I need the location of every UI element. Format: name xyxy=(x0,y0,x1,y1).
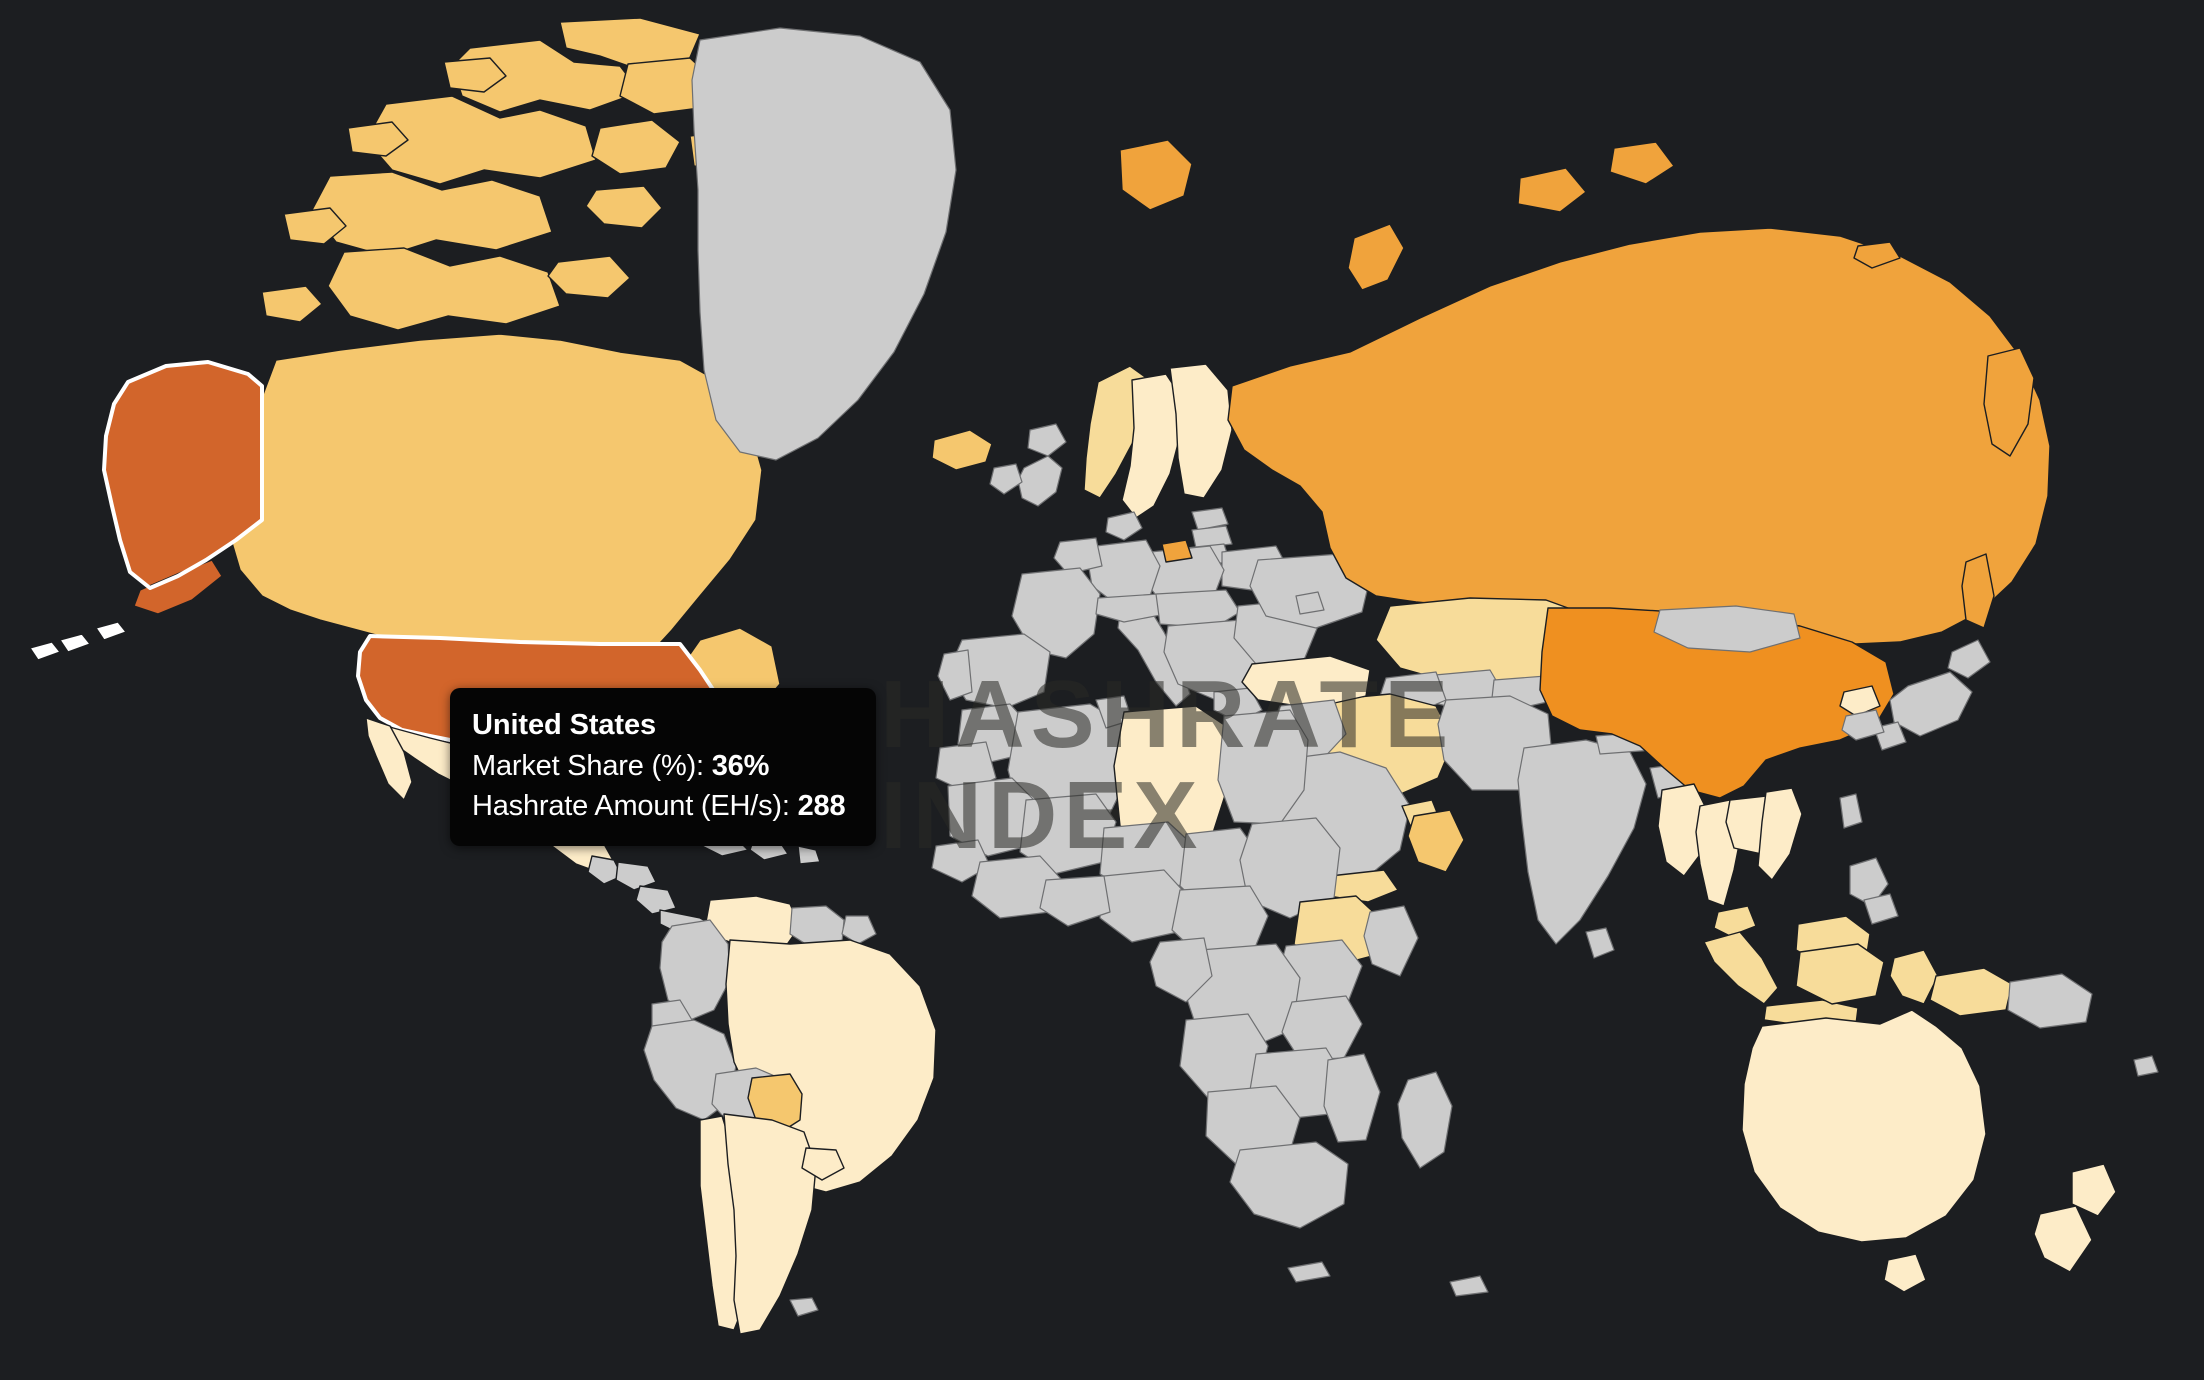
country-uk-scotland[interactable] xyxy=(1027,423,1067,457)
country-estonia[interactable] xyxy=(1191,507,1229,531)
country-myanmar[interactable] xyxy=(1657,783,1709,877)
country-iceland[interactable] xyxy=(931,429,993,471)
country-indonesia-kalimantan[interactable] xyxy=(1795,943,1885,1005)
country-somalia[interactable] xyxy=(1363,905,1419,977)
alaska-highlight-outline xyxy=(102,360,264,590)
country-switzerland-austria[interactable] xyxy=(1095,593,1167,623)
tooltip-row-hashrate: Hashrate Amount (EH/s): 288 xyxy=(472,786,854,826)
country-indonesia-sulawesi[interactable] xyxy=(1889,949,1939,1005)
country-vietnam[interactable] xyxy=(1757,787,1803,881)
country-gabon-congo[interactable] xyxy=(1149,937,1213,1003)
country-portugal[interactable] xyxy=(937,649,973,701)
country-australia[interactable] xyxy=(1741,1009,1987,1243)
country-malaysia[interactable] xyxy=(1713,905,1757,937)
country-japan-honshu[interactable] xyxy=(1889,671,1973,737)
country-russia[interactable] xyxy=(1227,227,2051,645)
country-japan[interactable] xyxy=(1947,639,1991,679)
country-egypt[interactable] xyxy=(1217,709,1309,825)
country-denmark[interactable] xyxy=(1105,511,1143,541)
country-uruguay[interactable] xyxy=(801,1147,845,1181)
tooltip-label-hashrate: Hashrate Amount (EH/s): xyxy=(472,790,790,823)
country-france[interactable] xyxy=(1011,567,1101,659)
country-indonesia-sumatra[interactable] xyxy=(1703,931,1779,1005)
country-moldova[interactable] xyxy=(1295,591,1325,615)
tooltip-value-market-share: 36% xyxy=(711,750,770,783)
tooltip-label-market-share: Market Share (%): xyxy=(472,750,704,783)
country-russia-novaya-zemlya[interactable] xyxy=(1347,223,1405,291)
country-oman[interactable] xyxy=(1407,809,1465,873)
country-svalbard[interactable] xyxy=(1119,139,1193,211)
country-mozambique[interactable] xyxy=(1323,1053,1381,1143)
country-greenland[interactable] xyxy=(691,27,957,461)
country-colombia[interactable] xyxy=(659,919,731,1021)
country-guatemala[interactable] xyxy=(587,855,623,885)
country-italy[interactable] xyxy=(1117,605,1191,707)
country-south-africa[interactable] xyxy=(1229,1141,1349,1229)
country-canada-arctic[interactable] xyxy=(261,17,753,331)
country-ghana-ivory-coast[interactable] xyxy=(1039,875,1111,927)
aleutian-islands xyxy=(29,621,127,661)
country-madagascar[interactable] xyxy=(1397,1071,1453,1169)
country-australia-tasmania[interactable] xyxy=(1883,1253,1927,1293)
country-czech-slovakia-hungary[interactable] xyxy=(1155,589,1241,629)
country-taiwan[interactable] xyxy=(1839,793,1863,829)
country-new-zealand-south[interactable] xyxy=(2033,1205,2093,1273)
country-philippines-south[interactable] xyxy=(1863,893,1899,925)
country-indonesia-papua[interactable] xyxy=(1929,967,2013,1017)
country-philippines[interactable] xyxy=(1849,857,1889,907)
country-finland[interactable] xyxy=(1169,363,1233,499)
country-sri-lanka[interactable] xyxy=(1585,927,1615,959)
country-russia-wrangel[interactable] xyxy=(1853,241,1901,269)
country-russia-kaliningrad[interactable] xyxy=(1161,539,1193,563)
country-papua-new-guinea[interactable] xyxy=(2007,973,2093,1029)
country-ireland[interactable] xyxy=(989,463,1023,495)
country-russia-kamchatka[interactable] xyxy=(1983,347,2035,457)
country-french-guiana[interactable] xyxy=(841,915,877,945)
tooltip-row-market-share: Market Share (%): 36% xyxy=(472,746,854,786)
country-mexico-baja[interactable] xyxy=(365,717,413,801)
country-south-korea[interactable] xyxy=(1841,709,1885,741)
country-russia-arctic-islands[interactable] xyxy=(1517,167,1587,213)
country-argentina[interactable] xyxy=(723,1113,817,1335)
country-russia-arctic-islands-2[interactable] xyxy=(1609,141,1675,185)
country-new-zealand-north[interactable] xyxy=(2071,1163,2117,1217)
country-latvia[interactable] xyxy=(1191,525,1233,549)
country-falklands[interactable] xyxy=(789,1297,819,1317)
island-fiji[interactable] xyxy=(2133,1055,2159,1077)
tooltip-value-hashrate: 288 xyxy=(797,790,846,823)
country-mongolia[interactable] xyxy=(1653,605,1801,653)
tooltip-country-name: United States xyxy=(472,709,657,741)
country-russia-sakhalin[interactable] xyxy=(1961,553,1995,629)
antarctic-fragments xyxy=(1287,1261,1489,1297)
country-netherlands-belgium[interactable] xyxy=(1053,537,1103,575)
country-honduras[interactable] xyxy=(615,861,657,891)
country-senegal-guinea[interactable] xyxy=(931,839,991,883)
map-tooltip: United States Market Share (%): 36% Hash… xyxy=(450,688,876,847)
country-turkey[interactable] xyxy=(1241,655,1371,709)
